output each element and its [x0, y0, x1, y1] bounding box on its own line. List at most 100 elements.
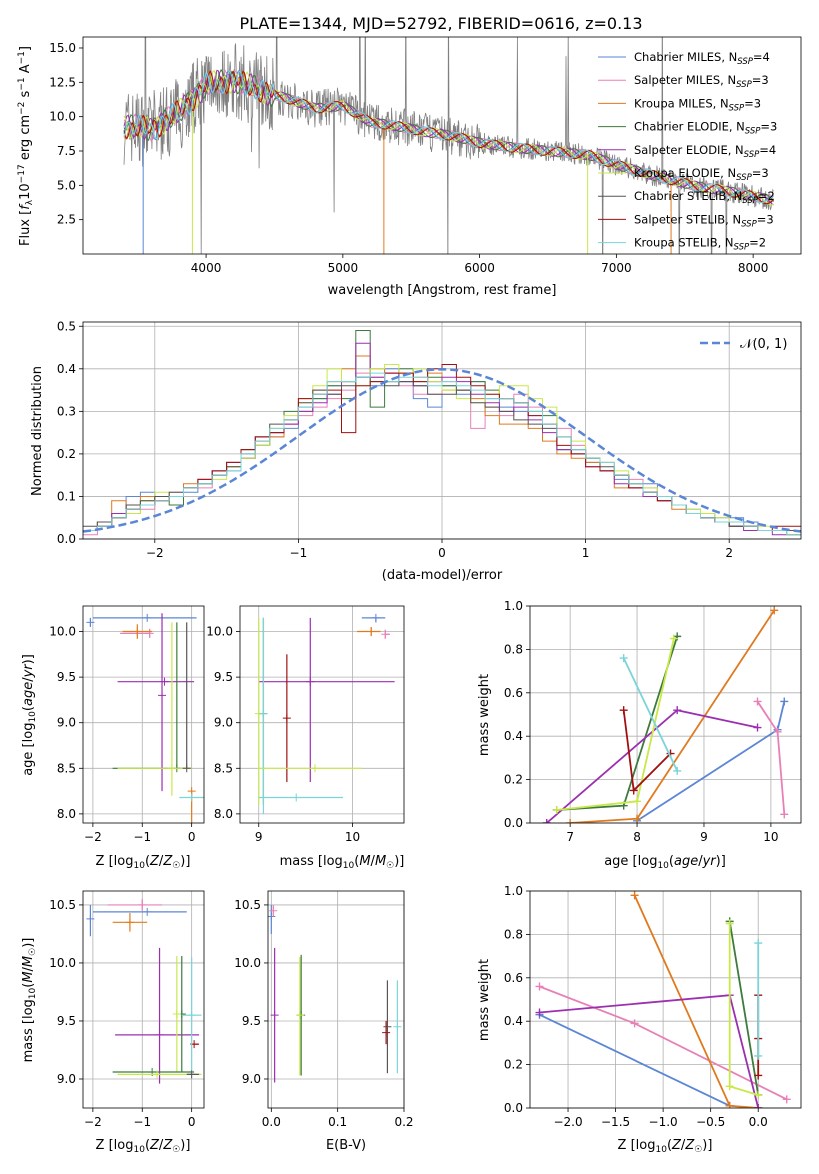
point-marker-salpeter_stelib — [282, 714, 291, 723]
mass-vs-metallicity-panel: −2 −1 0 9.0 9.5 10.0 10.5 — [49, 890, 205, 1129]
p5-xtick-label: 7 — [566, 830, 574, 844]
point-marker-kroupa_stelib — [259, 709, 268, 718]
weight-marker-kroupa_miles — [770, 606, 779, 615]
hist-xtick-label: −1 — [290, 546, 308, 560]
p8-xtick-label: −1.0 — [649, 1115, 678, 1129]
spectrum-plot-area — [123, 37, 774, 254]
p4-xtick-label: 10 — [345, 830, 360, 844]
chart-title: PLATE=1344, MJD=52792, FIBERID=0616, z=0… — [239, 14, 642, 33]
point-marker-kroupa_stelib — [187, 1011, 196, 1020]
weight-line-salpeter_elodie — [546, 709, 758, 823]
p5-frame — [529, 605, 802, 824]
hist-ytick-label: 0.0 — [57, 532, 76, 546]
spectrum-ytick-label: 5.0 — [57, 178, 76, 192]
p4-xlabel: mass [log10(M/M☉)] — [280, 854, 405, 871]
hist-frame — [82, 321, 802, 540]
weight-line-kroupa_stelib — [622, 657, 679, 772]
p5-xtick-label: 9 — [700, 830, 708, 844]
p8-xlabel: Z [log10(Z/Z☉)] — [618, 1138, 713, 1155]
hist-ytick-label: 0.3 — [57, 404, 76, 418]
point-marker-kroupa_elodie — [167, 764, 176, 773]
point-marker-chabrier_stelib — [383, 1022, 392, 1031]
weight-marker-kroupa_miles — [725, 1101, 734, 1108]
weight-marker-kroupa_stelib — [673, 766, 682, 775]
point-marker-salpeter_elodie — [158, 691, 167, 700]
p5-ylabel: mass weight — [477, 674, 492, 756]
spectrum-ytick-label: 15.0 — [49, 41, 76, 55]
p7-xtick-label: 0.1 — [328, 1115, 347, 1129]
point-marker-salpeter_elodie — [155, 1030, 164, 1039]
p3-plot-area — [86, 613, 204, 823]
point-marker-chabrier_miles — [143, 613, 152, 622]
point-marker-salpeter_miles — [145, 629, 154, 638]
p7-ytick-label: 10.5 — [234, 898, 261, 912]
point-marker-kroupa_elodie — [153, 1070, 162, 1079]
p8-ytick-label: 0.6 — [504, 971, 523, 985]
hist-ytick-label: 0.4 — [57, 362, 76, 376]
p7-ytick-label: 9.5 — [242, 1014, 261, 1028]
weight-marker-salpeter_miles — [535, 982, 544, 991]
weight-marker-kroupa_elodie — [552, 805, 561, 814]
hist-legend: 𝒩(0, 1) — [700, 337, 787, 352]
weight-marker-kroupa_miles — [630, 891, 639, 900]
gaussian-legend-label: 𝒩(0, 1) — [740, 337, 787, 352]
age-vs-metallicity-panel: −2 −1 0 8.0 8.5 9.0 9.5 10.0 — [49, 605, 205, 844]
weight-marker-salpeter_stelib — [629, 786, 638, 795]
weight-marker-kroupa_elodie — [754, 1090, 763, 1099]
spectrum-ytick-label: 2.5 — [57, 213, 76, 227]
p8-xtick-label: −1.5 — [601, 1115, 630, 1129]
hist-step-kroupa_stelib — [83, 372, 801, 536]
p8-ytick-label: 0.4 — [504, 1014, 523, 1028]
point-marker-chabrier_miles — [86, 618, 95, 627]
weight-marker-salpeter_miles — [630, 1019, 639, 1028]
p6-frame — [82, 890, 205, 1109]
legend-label-chabrier_miles: Chabrier MILES, NSSP=4 — [634, 50, 770, 67]
p8-frame — [529, 890, 802, 1109]
p6-xtick-label: −2 — [84, 1115, 102, 1129]
p7-xtick-label: 0.2 — [394, 1115, 413, 1129]
model-spectrum-kroupa_elodie — [123, 69, 774, 206]
age-vs-mass-panel: 9 10 8.0 8.5 9.0 9.5 10.0 — [206, 605, 405, 844]
p5-xtick-label: 8 — [633, 830, 641, 844]
mass-vs-extinction-panel: 0.0 0.1 0.2 9.0 9.5 10.0 10.5 — [234, 890, 414, 1129]
spectrum-ytick-label: 12.5 — [49, 75, 76, 89]
weight-marker-salpeter_stelib — [754, 1071, 763, 1080]
weight-marker-chabrier_miles — [780, 697, 789, 706]
weight-line-kroupa_elodie — [556, 638, 675, 811]
spectrum-xtick-label: 8000 — [738, 261, 769, 275]
spectrum-xtick-label: 5000 — [328, 261, 359, 275]
p7-xtick-label: 0.0 — [262, 1115, 281, 1129]
p5-ytick-label: 1.0 — [504, 599, 523, 613]
p8-xtick-label: 0.0 — [749, 1115, 768, 1129]
spectrum-ylabel: Flux [fλ10−17 erg cm−2 s−1 A−1] — [17, 46, 35, 246]
p6-plot-area — [86, 899, 202, 1084]
model-spectrum-salpeter_stelib — [123, 70, 774, 205]
point-marker-kroupa_elodie — [295, 1011, 304, 1020]
p6-ytick-label: 10.0 — [49, 956, 76, 970]
p4-ytick-label: 9.0 — [214, 716, 233, 730]
p5-xlabel: age [log10(age/yr)] — [604, 854, 726, 871]
p3-frame — [82, 605, 205, 824]
p7-frame — [267, 890, 405, 1109]
weight-marker-kroupa_stelib — [754, 939, 763, 948]
p5-ytick-label: 0.2 — [504, 773, 523, 787]
p3-ytick-label: 9.5 — [57, 670, 76, 684]
spectrum-legend: Chabrier MILES, NSSP=4 Salpeter MILES, NS… — [598, 50, 777, 253]
point-marker-kroupa_elodie — [172, 1010, 181, 1019]
p3-ytick-label: 8.0 — [57, 807, 76, 821]
weight-marker-salpeter_miles — [780, 810, 789, 819]
p7-plot-area — [268, 904, 402, 1083]
p6-xtick-label: −1 — [133, 1115, 151, 1129]
p4-plot-area — [254, 613, 395, 814]
point-marker-kroupa_miles — [125, 918, 134, 927]
p6-ylabel: mass [log10(M/M☉)] — [21, 938, 38, 1063]
weight-line-salpeter_elodie — [539, 994, 760, 1108]
legend-label-kroupa_elodie: Kroupa ELODIE, NSSP=3 — [634, 166, 769, 183]
p7-xlabel: E(B-V) — [326, 1138, 366, 1153]
weight-marker-salpeter_elodie — [754, 1104, 763, 1108]
weight-marker-salpeter_miles — [773, 727, 782, 736]
weight-marker-salpeter_elodie — [535, 1008, 544, 1017]
hist-xlabel: (data-model)/error — [382, 568, 503, 583]
p5-ytick-label: 0.6 — [504, 686, 523, 700]
massweight-vs-metallicity-panel: −2.0 −1.5 −1.0 −0.5 0.0 0.0 0.2 0.4 0.6 0.8 1.0 — [504, 884, 802, 1129]
